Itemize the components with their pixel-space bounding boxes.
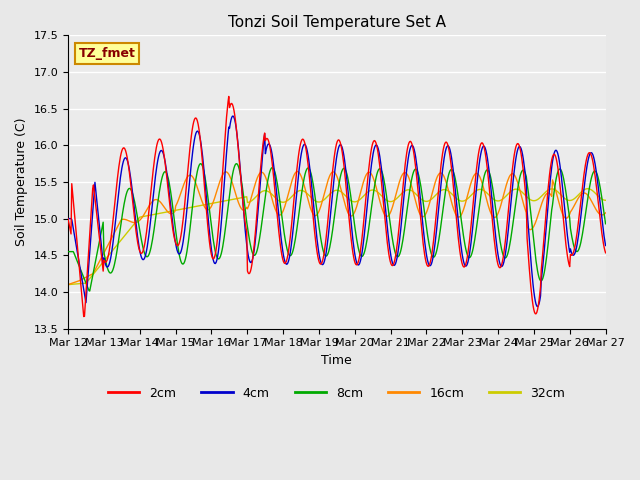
Y-axis label: Soil Temperature (C): Soil Temperature (C)	[15, 118, 28, 246]
Text: TZ_fmet: TZ_fmet	[79, 47, 136, 60]
Title: Tonzi Soil Temperature Set A: Tonzi Soil Temperature Set A	[228, 15, 446, 30]
Legend: 2cm, 4cm, 8cm, 16cm, 32cm: 2cm, 4cm, 8cm, 16cm, 32cm	[103, 382, 570, 405]
X-axis label: Time: Time	[321, 354, 352, 367]
